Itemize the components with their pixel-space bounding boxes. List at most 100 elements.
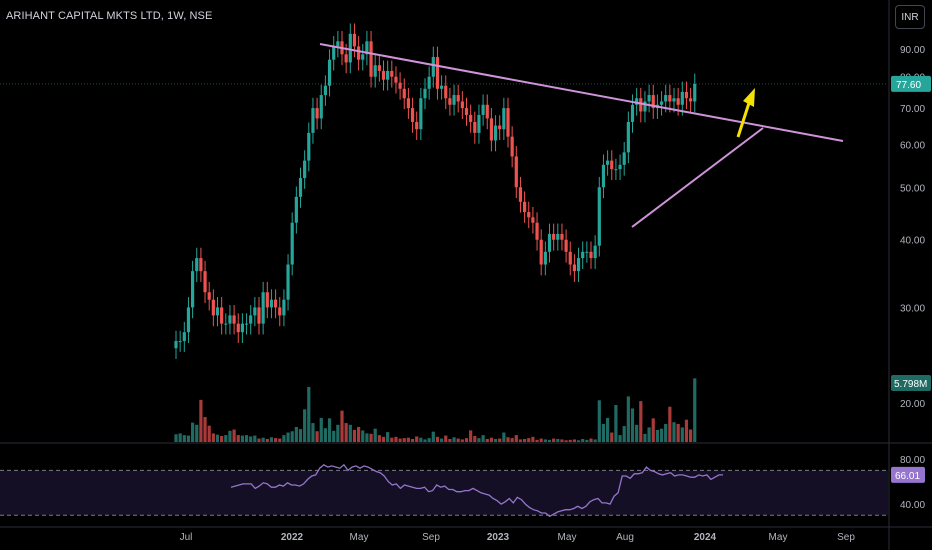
- candle-body: [357, 46, 361, 60]
- volume-bar: [460, 439, 464, 442]
- candle-body: [610, 160, 614, 170]
- price-axis[interactable]: 90.00 80.00 70.00 60.00 50.00 40.00 30.00 20.00…: [891, 45, 931, 550]
- candle-body: [402, 88, 406, 99]
- volume-bar: [178, 433, 182, 442]
- volume-bar: [489, 437, 493, 442]
- candle-body: [568, 251, 572, 265]
- volume-bar: [527, 438, 531, 442]
- time-axis[interactable]: Jul 2022 May Sep 2023 May Aug 2024 May Sep: [180, 532, 856, 543]
- volume-bar: [444, 435, 448, 442]
- candle-body: [232, 315, 236, 324]
- price-tick-label: 60.00: [900, 140, 925, 151]
- candle-body: [493, 125, 498, 141]
- volume-bar: [220, 435, 224, 442]
- candle-body: [315, 108, 319, 119]
- candle-body: [489, 118, 493, 141]
- currency-button[interactable]: INR: [895, 5, 925, 29]
- volume-bar: [560, 439, 564, 442]
- candle-body: [469, 114, 473, 122]
- volume-bar: [664, 423, 668, 442]
- volume-bar: [498, 438, 502, 442]
- candle-body: [689, 98, 693, 102]
- descending-trendline[interactable]: [319, 43, 844, 142]
- rsi-value-label: 66.01: [895, 471, 920, 482]
- candle-body: [423, 88, 427, 99]
- volume-bar: [294, 426, 298, 442]
- candle-body: [352, 33, 357, 47]
- volume-bar: [398, 438, 402, 442]
- candle-body: [659, 101, 664, 105]
- candle-body: [178, 341, 182, 343]
- candle-body: [510, 136, 514, 157]
- candle-body: [286, 264, 290, 300]
- candle-body: [406, 98, 410, 109]
- candle-body: [531, 217, 535, 223]
- candle-body: [361, 54, 365, 60]
- candle-body: [473, 121, 477, 133]
- volume-bar: [415, 436, 419, 442]
- volume-bar: [286, 432, 290, 442]
- volume-bar: [278, 438, 282, 442]
- volume-bar: [689, 429, 693, 442]
- volume-bar: [228, 430, 232, 442]
- time-tick-label: Sep: [422, 532, 440, 543]
- volume-bar: [601, 423, 606, 442]
- volume-bar: [514, 435, 518, 442]
- arrow-shaft: [736, 102, 751, 138]
- ascending-trendline[interactable]: [631, 127, 764, 228]
- volume-bar: [232, 429, 236, 442]
- volume-bar: [626, 396, 630, 442]
- volume-bar: [572, 439, 576, 442]
- candle-body: [485, 104, 489, 119]
- volume-bar: [659, 428, 664, 442]
- volume-bar: [589, 438, 593, 442]
- candle-body: [344, 54, 348, 63]
- volume-bars: [174, 378, 697, 442]
- volume-bar: [348, 424, 352, 442]
- volume-bar: [357, 426, 361, 442]
- candle-body: [394, 76, 398, 83]
- candle-body: [278, 307, 282, 316]
- volume-bar: [440, 438, 444, 442]
- volume-bar: [630, 408, 635, 442]
- volume-bar: [186, 435, 191, 442]
- candle-body: [336, 41, 340, 47]
- candle-body: [514, 156, 518, 188]
- candle-body: [298, 178, 303, 197]
- candle-body: [626, 121, 630, 153]
- volume-bar: [431, 431, 435, 442]
- volume-bar: [369, 433, 373, 442]
- volume-bar: [203, 417, 207, 442]
- candle-body: [464, 108, 469, 115]
- volume-bar: [655, 429, 659, 442]
- candle-body: [452, 95, 456, 105]
- volume-bar: [622, 426, 626, 442]
- candle-body: [440, 85, 444, 89]
- candle-body: [614, 169, 618, 171]
- candle-body: [498, 125, 502, 130]
- volume-bar: [290, 431, 294, 442]
- volume-bar: [381, 436, 386, 442]
- candle-body: [589, 251, 593, 259]
- volume-bar: [253, 435, 257, 442]
- candle-body: [261, 292, 265, 324]
- candle-body: [564, 239, 568, 252]
- candle-body: [560, 233, 564, 240]
- volume-bar: [672, 422, 676, 442]
- volume-bar: [240, 435, 244, 442]
- volume-bar: [311, 423, 315, 442]
- volume-bar: [651, 418, 655, 442]
- volume-bar: [303, 409, 307, 442]
- volume-bar: [182, 435, 186, 442]
- candle-body: [643, 101, 647, 112]
- volume-bar: [410, 438, 415, 442]
- candle-body: [377, 65, 381, 71]
- candle-body: [319, 95, 323, 119]
- volume-bar: [506, 437, 510, 442]
- candle-body: [386, 70, 390, 80]
- candle-body: [630, 104, 635, 122]
- candle-body: [290, 222, 294, 265]
- volume-bar: [568, 439, 572, 442]
- candle-body: [585, 251, 589, 253]
